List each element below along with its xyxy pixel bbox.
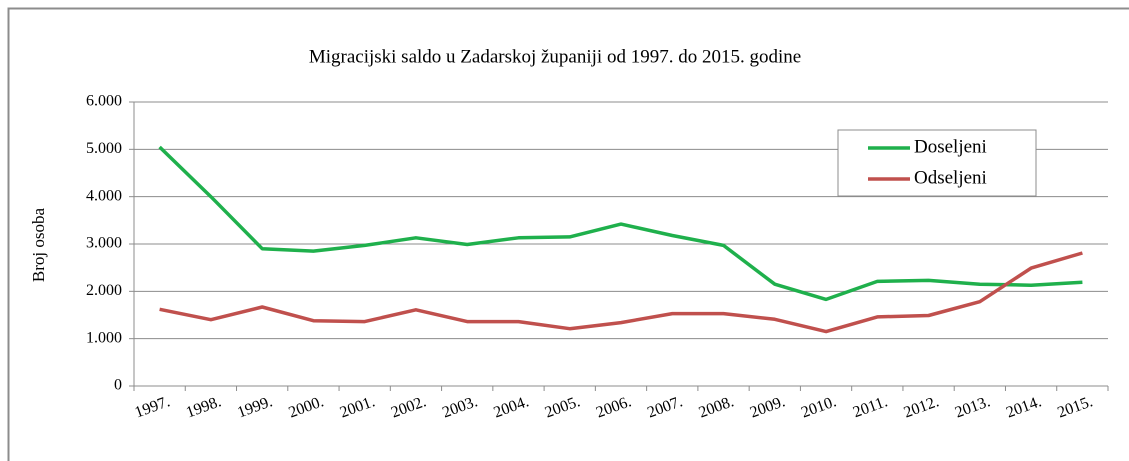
y-tick-label: 0 <box>114 377 122 394</box>
legend-label: Odseljeni <box>914 167 987 188</box>
series-line <box>158 145 1083 302</box>
y-tick-label: 1.000 <box>86 329 122 346</box>
legend-box <box>837 129 1037 197</box>
y-tick-label: 6.000 <box>86 93 122 110</box>
chart-frame <box>7 7 1129 461</box>
series-line <box>159 251 1083 334</box>
y-tick-label: 2.000 <box>86 282 122 299</box>
chart-title: Migracijski saldo u Zadarskoj županiji o… <box>309 46 801 67</box>
y-tick-label: 4.000 <box>86 187 122 204</box>
y-tick-label: 3.000 <box>86 235 122 252</box>
y-axis-label: Broj osoba <box>29 207 48 282</box>
legend-label: Doseljeni <box>914 136 987 157</box>
y-tick-label: 5.000 <box>86 140 122 157</box>
